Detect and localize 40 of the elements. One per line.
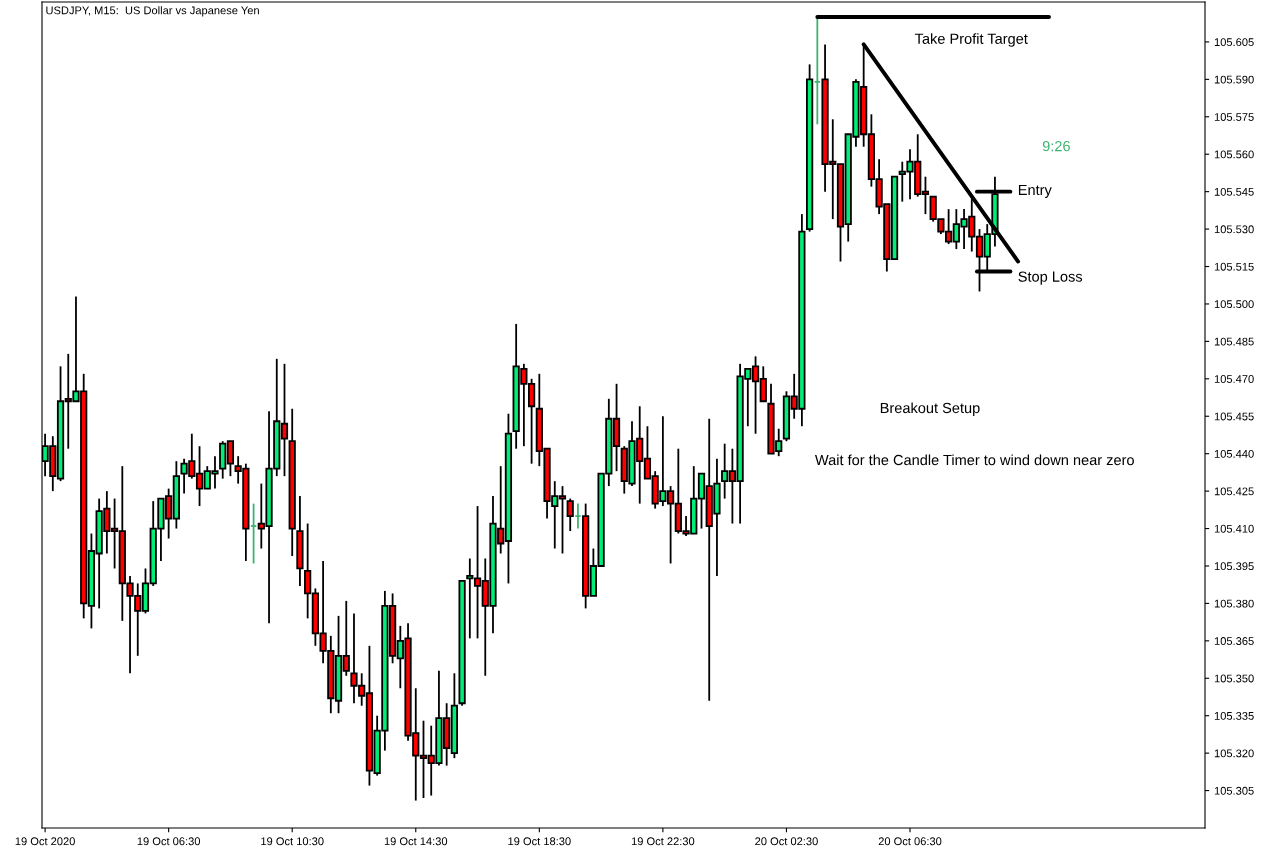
y-tick-label: 105.410 (1214, 524, 1254, 533)
x-tick-label: 19 Oct 14:30 (384, 837, 448, 846)
y-tick-label: 105.365 (1214, 637, 1254, 645)
y-tick-label: 105.350 (1214, 674, 1254, 683)
y-tick-label: 105.590 (1214, 75, 1254, 84)
candlestick (249, 502, 258, 565)
x-tick-label: 19 Oct 22:30 (631, 837, 695, 846)
y-tick-label: 105.485 (1214, 337, 1254, 346)
annotation: Wait for the Candle Timer to wind down near zero (814, 454, 1134, 466)
candlestick (813, 16, 821, 126)
annotation: Entry (1018, 184, 1052, 198)
chart-title: USDJPY, M15: US Dollar vs Japanese Yen (46, 6, 259, 17)
y-tick-label: 105.575 (1214, 113, 1254, 121)
y-tick-label: 105.530 (1214, 225, 1254, 234)
y-tick-label: 105.515 (1214, 262, 1254, 271)
candlestick (566, 497, 574, 532)
x-tick-label: 19 Oct 2020 (15, 837, 75, 846)
y-tick-label: 105.335 (1214, 711, 1254, 720)
annotation: Stop Loss (1018, 271, 1083, 285)
y-tick-label: 105.395 (1214, 562, 1254, 571)
x-tick-label: 19 Oct 18:30 (508, 837, 571, 846)
x-tick-label: 19 Oct 06:30 (137, 837, 201, 846)
y-tick-label: 105.455 (1214, 412, 1254, 421)
y-tick-label: 105.380 (1214, 599, 1254, 608)
x-tick-label: 20 Oct 02:30 (755, 837, 818, 846)
annotation: Take Profit Target (914, 33, 1028, 47)
y-tick-label: 105.560 (1214, 150, 1254, 159)
annotation: Breakout Setup (880, 402, 980, 417)
y-tick-label: 105.605 (1214, 38, 1254, 47)
y-tick-label: 105.500 (1214, 300, 1254, 309)
annotation: 9:26 (1042, 140, 1070, 152)
y-tick-label: 105.440 (1214, 449, 1254, 458)
y-tick-label: 105.545 (1214, 187, 1254, 196)
y-tick-label: 105.470 (1214, 375, 1254, 383)
x-tick-label: 19 Oct 10:30 (261, 837, 324, 846)
x-tick-label: 20 Oct 06:30 (878, 837, 942, 846)
y-tick-label: 105.425 (1214, 487, 1254, 496)
y-tick-label: 105.320 (1214, 749, 1254, 758)
candlestick (574, 502, 582, 530)
y-tick-label: 105.305 (1214, 786, 1254, 795)
